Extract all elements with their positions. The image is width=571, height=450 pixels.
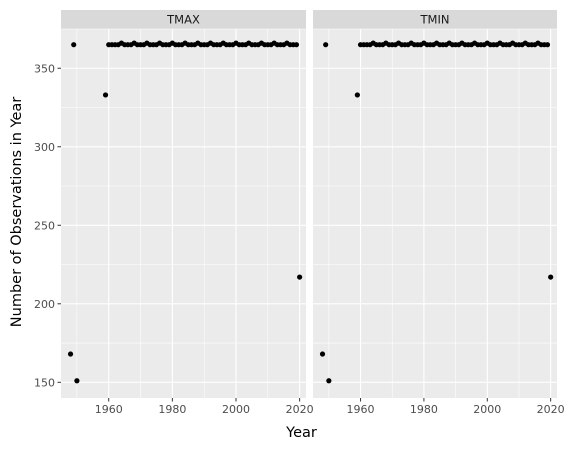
facet-tmax: TMAX 1960 1980 2000 2020 xyxy=(61,10,314,416)
facet-strip-label: TMIN xyxy=(420,13,450,27)
y-tick-label: 150 xyxy=(34,376,55,389)
x-axis-title: Year xyxy=(285,425,317,441)
data-point xyxy=(354,92,360,98)
data-point xyxy=(297,274,303,280)
data-point xyxy=(74,378,80,384)
x-tick-label: 1960 xyxy=(95,403,123,416)
facet-strip xyxy=(313,10,557,29)
x-tick-label: 2020 xyxy=(286,403,314,416)
facet-panels: TMAX 1960 1980 2000 2020 TMIN 1960 1980 2000 2020 xyxy=(61,10,565,416)
y-tick-label: 300 xyxy=(34,141,55,154)
x-tick-label: 1980 xyxy=(158,403,186,416)
data-point xyxy=(71,42,77,48)
data-point xyxy=(548,274,554,280)
x-tick-label: 2000 xyxy=(473,403,501,416)
data-point xyxy=(293,42,300,48)
data-point xyxy=(326,378,332,384)
facet-strip-label: TMAX xyxy=(166,13,200,27)
panel-background xyxy=(313,29,557,398)
x-tick-label: 1960 xyxy=(347,403,375,416)
y-axis: 150 200 250 300 350 xyxy=(34,62,61,389)
x-tick-label: 2020 xyxy=(537,403,565,416)
y-tick-label: 200 xyxy=(34,298,55,311)
x-tick-label: 2000 xyxy=(222,403,250,416)
data-point xyxy=(319,351,326,357)
facet-strip xyxy=(61,10,306,29)
panel-background xyxy=(61,29,306,398)
y-tick-label: 250 xyxy=(34,219,55,232)
data-point xyxy=(323,42,329,48)
y-axis-title: Number of Observations in Year xyxy=(9,97,25,327)
data-point xyxy=(544,42,551,48)
y-tick-label: 350 xyxy=(34,62,55,75)
data-point xyxy=(67,351,74,357)
facet-tmin: TMIN 1960 1980 2000 2020 xyxy=(313,10,565,416)
data-point xyxy=(102,92,109,98)
x-tick-label: 1980 xyxy=(410,403,438,416)
